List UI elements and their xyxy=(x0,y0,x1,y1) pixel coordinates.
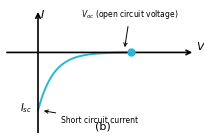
Text: V: V xyxy=(197,42,204,52)
Text: (b): (b) xyxy=(95,122,111,132)
Text: $V_{oc}$ (open circuit voltage): $V_{oc}$ (open circuit voltage) xyxy=(81,8,178,46)
Text: I: I xyxy=(41,10,44,20)
Text: Short circuit current: Short circuit current xyxy=(45,110,138,125)
Text: $I_{sc}$: $I_{sc}$ xyxy=(20,101,32,115)
